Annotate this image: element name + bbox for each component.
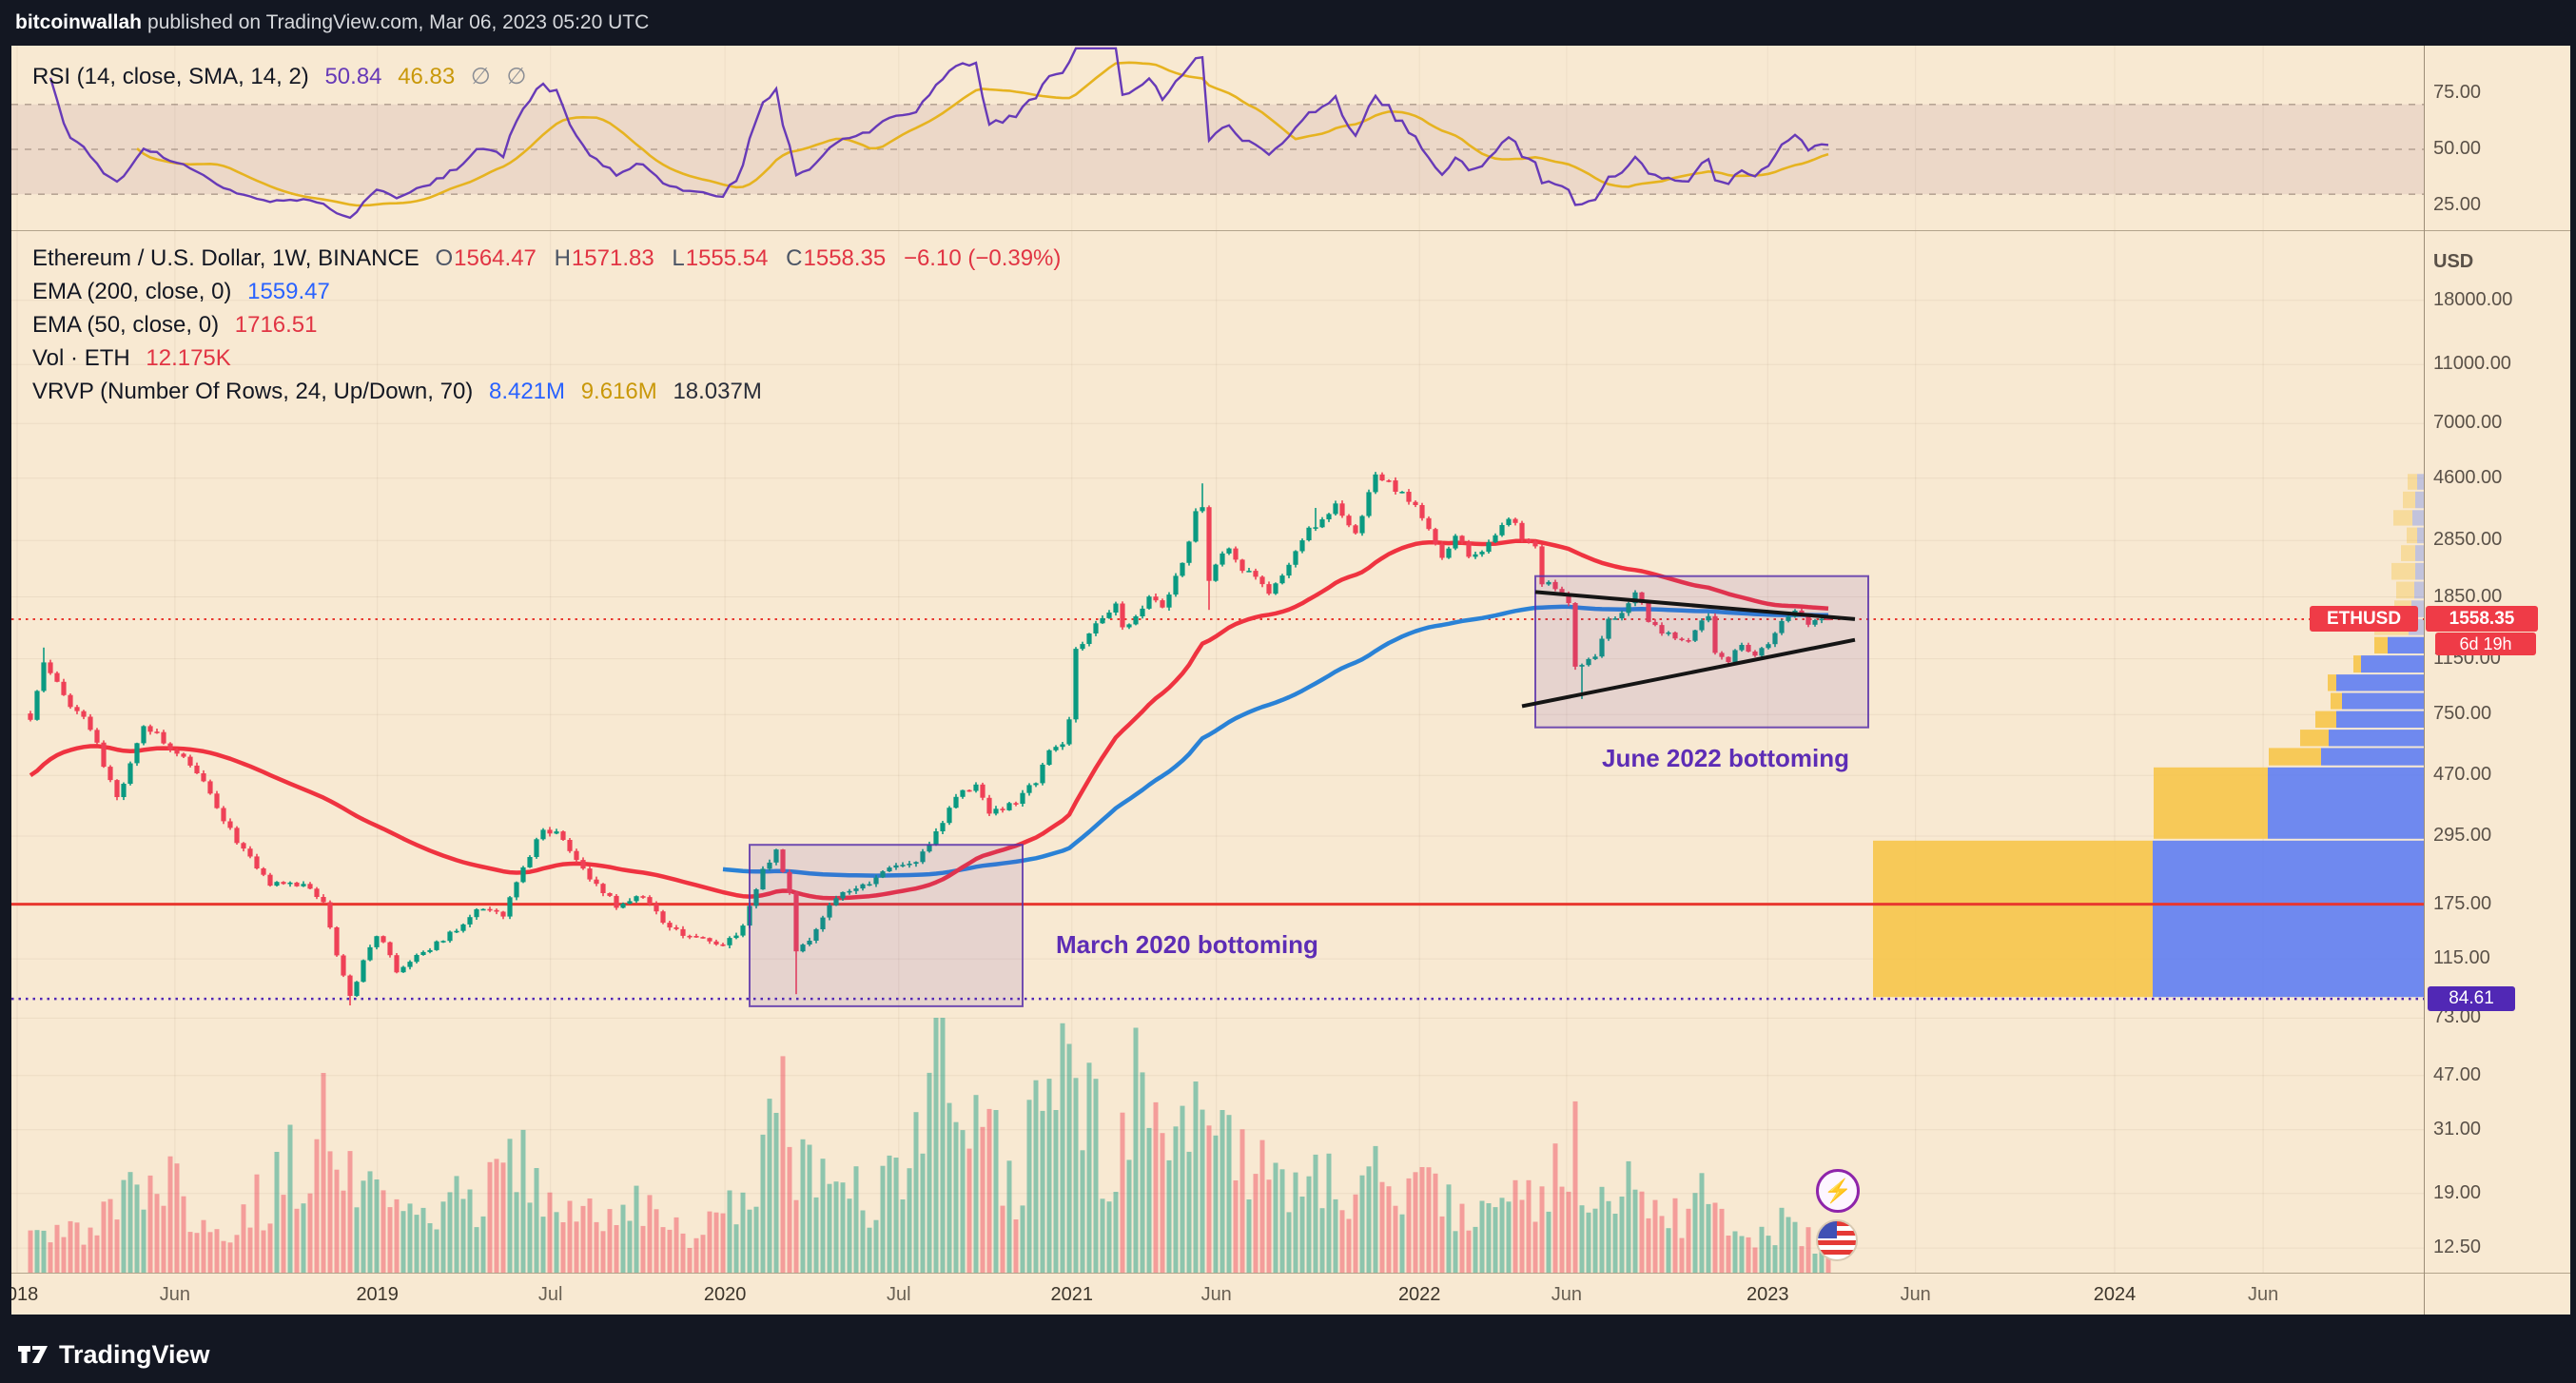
ohlc-close-value: 1558.35 <box>803 245 887 271</box>
price-axis-label: 4600.00 <box>2433 466 2503 488</box>
price-axis-label: 31.00 <box>2433 1118 2482 1140</box>
price-axis-label: 295.00 <box>2433 825 2492 847</box>
price-axis-label: 750.00 <box>2433 703 2492 725</box>
us-flag-badge-icon <box>1816 1219 1858 1261</box>
time-axis-label: Jun <box>1200 1284 1232 1305</box>
symbol-title: Ethereum / U.S. Dollar, 1W, BINANCE <box>32 245 420 271</box>
price-axis-label: 470.00 <box>2433 764 2492 786</box>
footer-bar: TradingView <box>0 1326 2576 1383</box>
ema50-legend[interactable]: EMA (50, close, 0) 1716.51 <box>32 312 327 339</box>
status-bar: bitcoinwallah published on TradingView.c… <box>0 0 2576 46</box>
tradingview-logo-icon[interactable] <box>17 1341 49 1368</box>
change-value: −6.10 (−0.39%) <box>903 245 1062 271</box>
current-price-tag-row: ETHUSD 1558.35 <box>2310 606 2538 633</box>
price-axis-label: 19.00 <box>2433 1181 2482 1203</box>
time-scale[interactable]: 2018 Jun 2019 Jul 2020 Jul 2021 Jun 2022 Jun 2023 J… <box>11 1273 2570 1315</box>
lightning-badge-icon: ⚡ <box>1816 1169 1860 1213</box>
time-axis-label: Jun <box>2247 1284 2279 1305</box>
time-axis-label: Jul <box>887 1284 911 1305</box>
vrvp-label: VRVP (Number Of Rows, 24, Up/Down, 70) <box>32 379 474 404</box>
time-axis-separator <box>11 1273 2570 1274</box>
ohlc-open-value: 1564.47 <box>454 245 537 271</box>
rsi-legend-title: RSI (14, close, SMA, 14, 2) <box>32 64 309 89</box>
ema200-legend[interactable]: EMA (200, close, 0) 1559.47 <box>32 279 340 305</box>
publish-info: published on TradingView.com, Mar 06, 20… <box>147 11 650 33</box>
price-axis-label: 175.00 <box>2433 892 2492 914</box>
annotation-march-2020: March 2020 bottoming <box>1056 930 1318 959</box>
symbol-legend[interactable]: Ethereum / U.S. Dollar, 1W, BINANCE O156… <box>32 245 1070 272</box>
current-price-tag: 1558.35 <box>2426 606 2538 633</box>
price-axis-label: 2850.00 <box>2433 529 2503 551</box>
panel-separator[interactable] <box>11 230 2570 231</box>
rsi-empty-symbol: ∅ <box>506 64 527 89</box>
rsi-signal-value: 46.83 <box>398 64 456 89</box>
vrvp-up-volume: 8.421M <box>488 379 566 404</box>
rsi-legend[interactable]: RSI (14, close, SMA, 14, 2) 50.84 46.83 … <box>32 63 536 90</box>
ema200-value: 1559.47 <box>247 279 330 304</box>
ohlc-close-label: C <box>786 245 803 271</box>
support-level-tag: 84.61 <box>2428 986 2515 1012</box>
ohlc-high-label: H <box>554 245 571 271</box>
volume-label: Vol · ETH <box>32 345 130 371</box>
vrvp-down-volume: 9.616M <box>580 379 657 404</box>
time-axis-label: 2020 <box>703 1284 747 1305</box>
time-axis-label: Jun <box>1900 1284 1931 1305</box>
author-name: bitcoinwallah <box>15 11 143 33</box>
price-scale-separator <box>2424 46 2425 1315</box>
vrvp-legend[interactable]: VRVP (Number Of Rows, 24, Up/Down, 70) 8… <box>32 379 771 405</box>
ohlc-low-label: L <box>672 245 685 271</box>
ema200-label: EMA (200, close, 0) <box>32 279 232 304</box>
annotation-june-2022: June 2022 bottoming <box>1602 744 1850 772</box>
price-axis-label: 115.00 <box>2433 947 2490 969</box>
bar-countdown: 6d 19h <box>2435 633 2536 656</box>
ohlc-high-value: 1571.83 <box>571 245 654 271</box>
price-axis-label: 47.00 <box>2433 1063 2482 1085</box>
rsi-value: 50.84 <box>324 64 382 89</box>
main-chart-canvas[interactable] <box>11 230 2424 1273</box>
footer-brand[interactable]: TradingView <box>59 1339 210 1369</box>
time-axis-label: 2019 <box>356 1284 399 1305</box>
time-axis-label: 2018 <box>11 1284 39 1305</box>
volume-legend[interactable]: Vol · ETH 12.175K <box>32 345 241 372</box>
ohlc-low-value: 1555.54 <box>685 245 769 271</box>
rsi-axis-label: 50.00 <box>2433 138 2482 159</box>
time-axis-label: Jul <box>537 1284 563 1305</box>
ema50-label: EMA (50, close, 0) <box>32 312 220 338</box>
rsi-axis-label: 75.00 <box>2433 82 2482 103</box>
rsi-chart-canvas[interactable] <box>11 46 2424 230</box>
price-axis-label: 7000.00 <box>2433 412 2503 434</box>
ohlc-open-label: O <box>435 245 454 271</box>
rsi-axis-label: 25.00 <box>2433 194 2482 215</box>
ema50-value: 1716.51 <box>234 312 318 338</box>
symbol-price-tag: ETHUSD <box>2310 606 2418 633</box>
volume-value: 12.175K <box>146 345 231 371</box>
time-axis-label: Jun <box>159 1284 191 1305</box>
price-axis-label: 12.50 <box>2433 1237 2482 1258</box>
vrvp-total-volume: 18.037M <box>673 379 762 404</box>
flag-canton <box>1818 1221 1837 1238</box>
chart-area[interactable]: USD 75.00 50.00 25.00 18000.00 11000.00 7000.… <box>11 46 2570 1315</box>
price-axis-label: 1850.00 <box>2433 585 2503 607</box>
price-axis-label: 11000.00 <box>2433 353 2511 375</box>
price-scale-currency: USD <box>2433 251 2474 272</box>
price-scale[interactable]: USD 75.00 50.00 25.00 18000.00 11000.00 7000.… <box>2424 46 2570 1315</box>
price-axis-label: 73.00 <box>2433 1006 2482 1028</box>
time-axis-label: 2023 <box>1747 1284 1789 1305</box>
price-axis-label: 18000.00 <box>2433 288 2513 310</box>
time-axis-label: 2022 <box>1397 1284 1441 1305</box>
time-axis-label: 2024 <box>2093 1284 2137 1305</box>
time-axis-label: Jun <box>1551 1284 1583 1305</box>
time-axis-label: 2021 <box>1050 1284 1094 1305</box>
rsi-empty-symbol: ∅ <box>470 64 491 89</box>
